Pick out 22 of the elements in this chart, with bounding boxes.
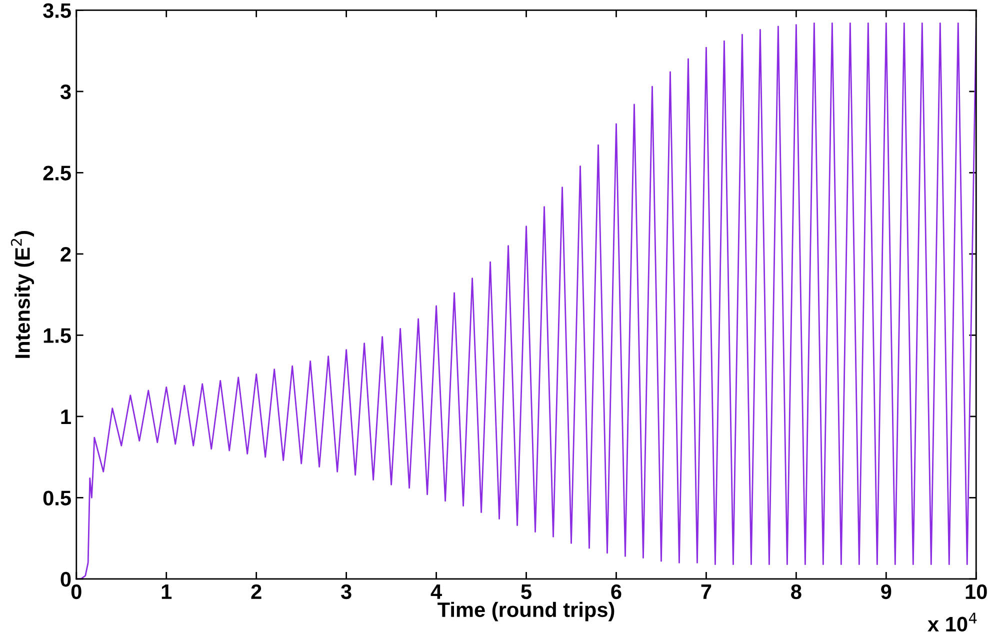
x-tick-label: 0 — [71, 584, 82, 600]
y-tick-label: 2 — [60, 246, 71, 262]
y-tick-label: 2.5 — [43, 166, 71, 180]
y-tick-label: 0.5 — [43, 490, 71, 506]
text: x 10$^{4}$ — [928, 612, 977, 632]
y-axis-title: Intensity (E$^{2}$) — [10, 231, 34, 358]
y-tick-label: 3 — [60, 84, 71, 100]
y-tick-label: 1 — [61, 410, 71, 424]
x-tick-label: 8 — [791, 584, 802, 600]
x-tick-label: 10 — [966, 584, 987, 600]
x-tick-label: 3 — [340, 584, 352, 600]
y-tick-label: 1.5 — [44, 328, 71, 343]
y-tick-label: 0 — [60, 572, 71, 587]
x-tick-label: 9 — [881, 584, 892, 600]
x-tick-label: 2 — [251, 584, 262, 599]
y-tick-label: 3.5 — [43, 3, 71, 18]
x-tick-label: 5 — [521, 584, 532, 600]
x-tick-label: 7 — [701, 584, 712, 599]
x-tick-label: 1 — [162, 584, 172, 599]
x-tick-label: 4 — [430, 584, 442, 599]
x-tick-label: 6 — [611, 584, 622, 600]
x-axis-title: Time (round trips) — [438, 602, 614, 622]
